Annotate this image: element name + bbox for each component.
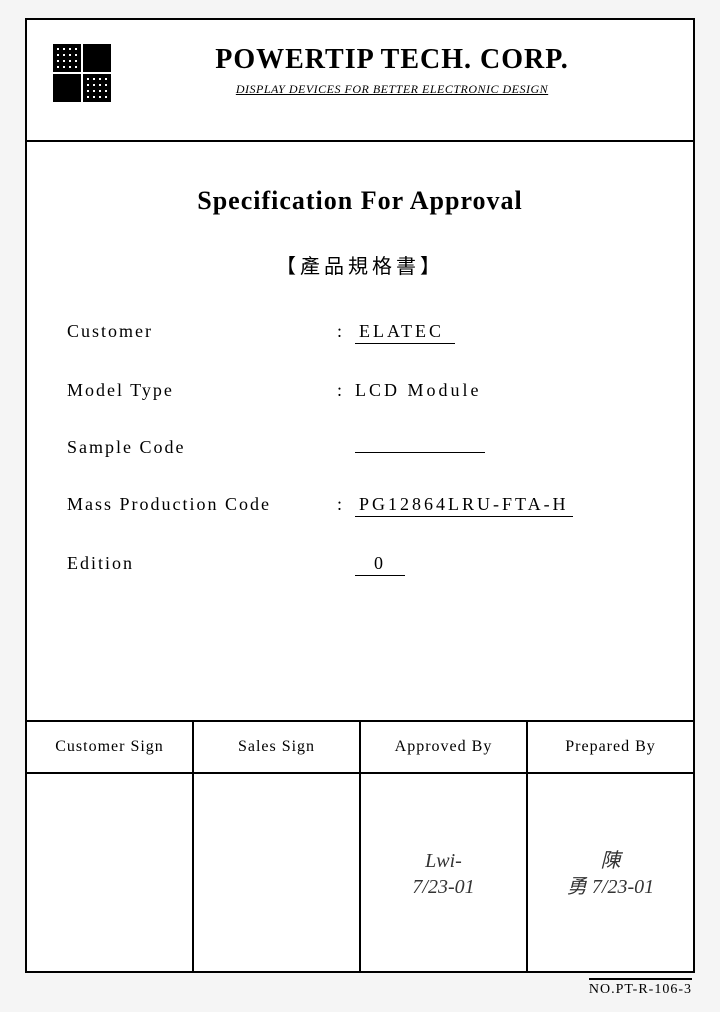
- field-colon: :: [337, 321, 355, 344]
- field-label: Sample Code: [67, 437, 337, 458]
- document-page: POWERTIP TECH. CORP. DISPLAY DEVICES FOR…: [25, 18, 695, 973]
- field-colon: :: [337, 380, 355, 401]
- sig-header: Approved By: [361, 722, 526, 774]
- sig-col-customer: Customer Sign: [27, 722, 194, 973]
- field-value: [355, 437, 485, 458]
- field-colon: [337, 553, 355, 576]
- field-sample-code: Sample Code: [67, 437, 653, 458]
- field-label: Model Type: [67, 380, 337, 401]
- field-value: ELATEC: [355, 321, 455, 344]
- field-value: PG12864LRU-FTA-H: [355, 494, 573, 517]
- company-logo: [53, 44, 111, 102]
- logo-quadrant: [53, 74, 81, 102]
- sig-col-prepared: Prepared By 陳勇 7/23-01: [528, 722, 693, 973]
- field-customer: Customer : ELATEC: [67, 321, 653, 344]
- sig-col-sales: Sales Sign: [194, 722, 361, 973]
- field-mass-production-code: Mass Production Code : PG12864LRU-FTA-H: [67, 494, 653, 517]
- body-section: Specification For Approval 【產品規格書】 Custo…: [27, 142, 693, 720]
- sig-body: Lwi-7/23-01: [361, 774, 526, 973]
- field-colon: [337, 437, 355, 458]
- field-model-type: Model Type : LCD Module: [67, 380, 653, 401]
- logo-quadrant: [83, 74, 111, 102]
- sig-header: Prepared By: [528, 722, 693, 774]
- header-text-block: POWERTIP TECH. CORP. DISPLAY DEVICES FOR…: [111, 38, 673, 97]
- logo-quadrant: [83, 44, 111, 72]
- field-colon: :: [337, 494, 355, 517]
- sig-col-approved: Approved By Lwi-7/23-01: [361, 722, 528, 973]
- spec-title: Specification For Approval: [67, 186, 653, 216]
- company-tagline: DISPLAY DEVICES FOR BETTER ELECTRONIC DE…: [111, 82, 673, 97]
- sig-header: Sales Sign: [194, 722, 359, 774]
- spec-subtitle: 【產品規格書】: [67, 250, 653, 279]
- logo-quadrant: [53, 44, 81, 72]
- company-name: POWERTIP TECH. CORP.: [111, 44, 673, 76]
- sig-body: [194, 774, 359, 973]
- field-value: 0: [355, 553, 405, 576]
- field-edition: Edition 0: [67, 553, 653, 576]
- field-value: LCD Module: [355, 380, 482, 401]
- header-section: POWERTIP TECH. CORP. DISPLAY DEVICES FOR…: [27, 20, 693, 142]
- sig-body: [27, 774, 192, 973]
- signature-table: Customer Sign Sales Sign Approved By Lwi…: [27, 720, 693, 973]
- field-label: Edition: [67, 553, 337, 576]
- sig-body: 陳勇 7/23-01: [528, 774, 693, 973]
- document-number: NO.PT-R-106-3: [589, 978, 692, 998]
- sig-header: Customer Sign: [27, 722, 192, 774]
- field-label: Mass Production Code: [67, 494, 337, 517]
- field-label: Customer: [67, 321, 337, 344]
